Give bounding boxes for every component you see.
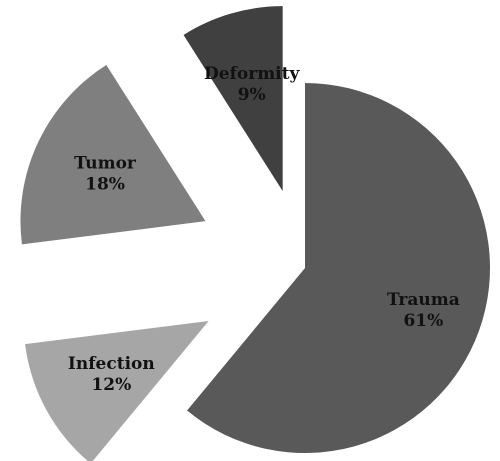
slice-label: Deformity	[204, 64, 300, 84]
slice-label: Trauma	[387, 290, 460, 310]
pie-slice	[25, 320, 209, 461]
value-label: 18%	[85, 174, 125, 194]
pie-slice	[20, 64, 206, 245]
value-label: 9%	[238, 85, 266, 105]
pie-slice	[183, 6, 283, 192]
slice-label: Tumor	[74, 153, 137, 173]
slice-label: Infection	[68, 354, 155, 374]
value-label: 61%	[403, 311, 443, 331]
pie-slice	[187, 83, 490, 454]
value-label: 12%	[91, 375, 131, 395]
